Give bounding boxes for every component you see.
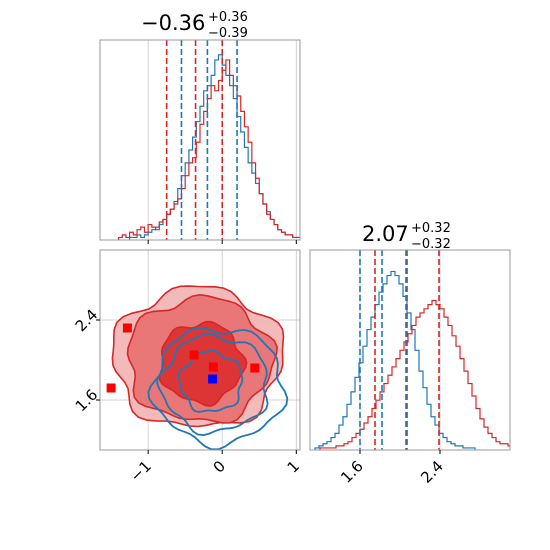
marker-red [189,350,199,360]
marginal-panel-param2 [309,249,511,451]
panel-frame [99,249,301,451]
marker-red [250,363,260,373]
marker-red [122,323,132,333]
x-tick-label-param1: 0 [210,457,229,476]
x-tick-label-param2: 1.6 [337,457,367,487]
marker-red [106,383,116,393]
contour-blue [147,326,289,450]
title-param1-minus: −0.39 [208,26,248,41]
contour-red [158,320,248,407]
y-tick-label-param2: 2.4 [72,306,102,336]
title-param1-value: −0.36 [141,11,205,35]
title-param1: −0.36 +0.36 −0.39 [141,10,248,41]
x-tick-label-param1: 1 [284,457,303,476]
histogram-blue-param2 [314,270,476,450]
x-tick-label-param2: 2.4 [417,457,447,487]
x-tick-label-param1: −1 [127,457,155,485]
marker-blue [208,374,218,384]
title-param1-plus: +0.36 [208,10,248,25]
title-param2-value: 2.07 [362,222,409,246]
title-param2: 2.07 +0.32 −0.32 [362,221,451,252]
contour-blue [177,349,244,413]
histogram-red-param2 [319,299,510,450]
joint-panel [99,249,301,451]
marginal-panel-param1 [99,39,301,241]
y-tick-label-param2: 1.6 [72,386,102,416]
panel-frame [309,249,511,451]
histogram-red-param1 [117,59,300,240]
title-param2-plus: +0.32 [411,221,451,236]
contour-blue [156,332,269,437]
panel-frame [99,39,301,241]
marker-red [208,362,218,372]
title-param2-minus: −0.32 [411,237,451,252]
